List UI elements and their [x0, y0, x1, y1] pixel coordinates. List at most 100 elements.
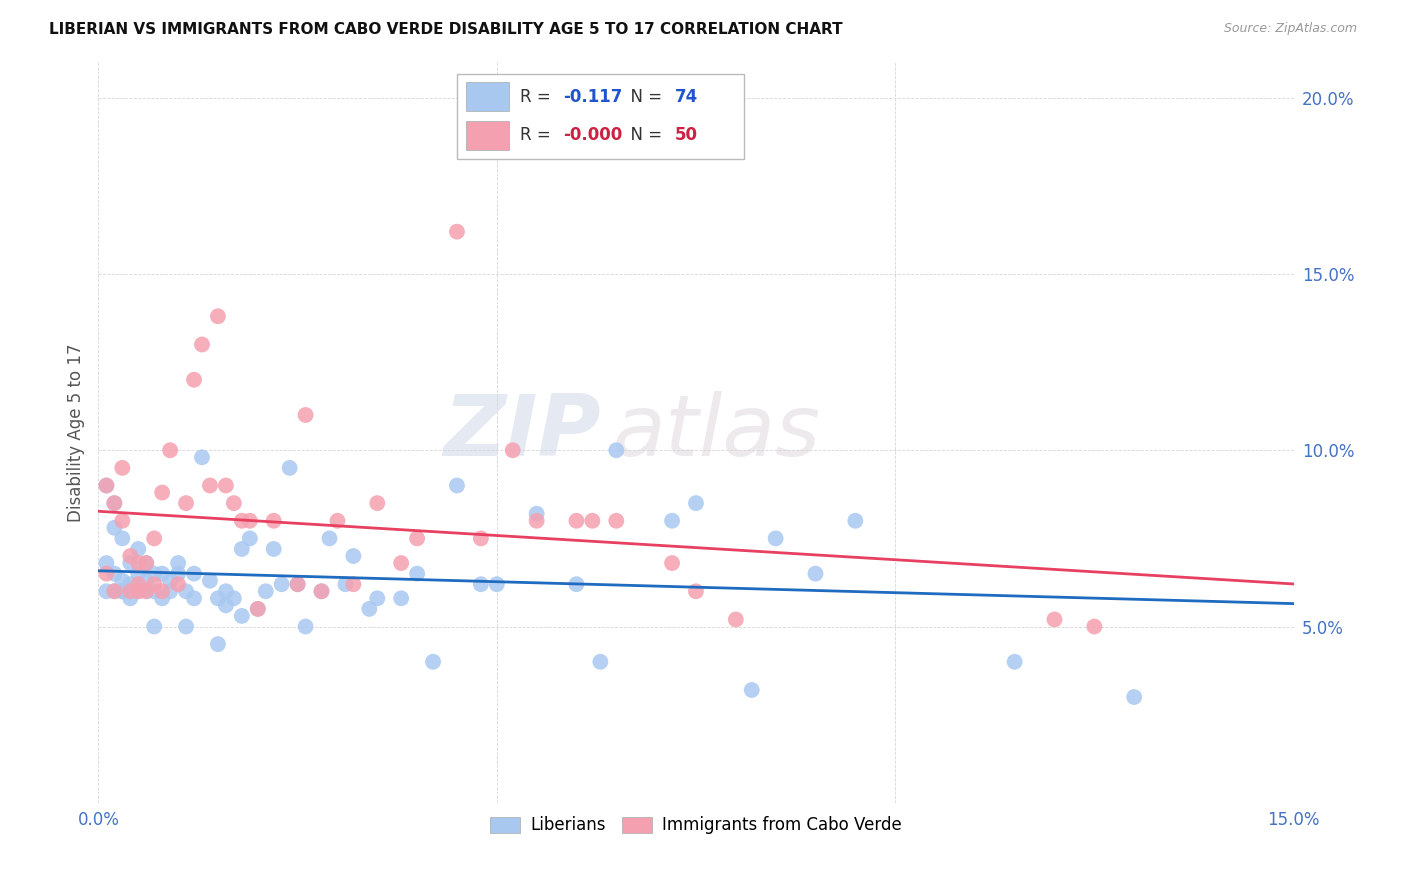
Point: [103, 584, 125, 599]
Point: [270, 577, 292, 591]
Point: [342, 549, 364, 563]
Point: [422, 655, 444, 669]
Point: [215, 584, 238, 599]
Point: [685, 584, 707, 599]
Point: [565, 577, 588, 591]
Point: [287, 577, 309, 591]
Point: [103, 521, 125, 535]
Point: [127, 584, 149, 599]
Point: [174, 584, 197, 599]
Point: [96, 556, 118, 570]
Point: [311, 584, 333, 599]
Point: [135, 556, 157, 570]
Point: [239, 514, 262, 528]
Point: [96, 584, 118, 599]
Point: [526, 514, 548, 528]
Point: [1043, 612, 1066, 626]
Point: [526, 507, 548, 521]
Point: [103, 566, 125, 581]
Point: [167, 566, 190, 581]
Point: [278, 461, 301, 475]
Point: [167, 556, 190, 570]
Point: [143, 566, 166, 581]
Point: [342, 577, 364, 591]
Point: [359, 602, 381, 616]
Point: [446, 225, 468, 239]
Point: [103, 584, 125, 599]
Point: [135, 584, 157, 599]
Point: [239, 532, 262, 546]
Point: [135, 556, 157, 570]
Point: [294, 408, 316, 422]
Point: [120, 577, 142, 591]
Point: [502, 443, 524, 458]
Point: [804, 566, 827, 581]
Point: [263, 541, 285, 556]
Text: LIBERIAN VS IMMIGRANTS FROM CABO VERDE DISABILITY AGE 5 TO 17 CORRELATION CHART: LIBERIAN VS IMMIGRANTS FROM CABO VERDE D…: [49, 22, 842, 37]
Point: [222, 496, 245, 510]
Point: [159, 584, 181, 599]
Point: [318, 532, 340, 546]
Point: [254, 584, 277, 599]
Point: [143, 577, 166, 591]
Text: ZIP: ZIP: [443, 391, 600, 475]
Point: [741, 683, 763, 698]
Point: [159, 574, 181, 588]
Point: [294, 619, 316, 633]
Point: [183, 591, 205, 606]
Point: [120, 591, 142, 606]
Point: [150, 485, 173, 500]
Point: [174, 496, 197, 510]
Point: [605, 443, 627, 458]
Y-axis label: Disability Age 5 to 17: Disability Age 5 to 17: [66, 343, 84, 522]
Point: [565, 514, 588, 528]
Point: [215, 599, 238, 613]
Point: [215, 478, 238, 492]
Point: [120, 556, 142, 570]
Point: [96, 478, 118, 492]
Point: [191, 337, 214, 351]
Point: [389, 591, 412, 606]
Point: [263, 514, 285, 528]
Point: [103, 496, 125, 510]
Point: [844, 514, 866, 528]
Point: [127, 577, 149, 591]
Point: [143, 619, 166, 633]
Point: [326, 514, 349, 528]
Point: [246, 602, 269, 616]
Point: [150, 566, 173, 581]
Point: [198, 574, 221, 588]
Point: [589, 655, 612, 669]
Point: [111, 532, 134, 546]
Point: [231, 541, 253, 556]
Point: [1083, 619, 1105, 633]
Point: [366, 496, 388, 510]
Point: [111, 584, 134, 599]
Point: [1123, 690, 1146, 704]
Point: [150, 591, 173, 606]
Point: [246, 602, 269, 616]
Point: [135, 584, 157, 599]
Point: [96, 478, 118, 492]
Point: [120, 549, 142, 563]
Point: [231, 514, 253, 528]
Point: [96, 566, 118, 581]
Point: [135, 574, 157, 588]
Point: [183, 373, 205, 387]
Point: [183, 566, 205, 581]
Point: [198, 478, 221, 492]
Point: [174, 619, 197, 633]
Point: [103, 496, 125, 510]
Point: [127, 566, 149, 581]
Point: [191, 450, 214, 465]
Point: [167, 577, 190, 591]
Point: [406, 532, 429, 546]
Point: [765, 532, 787, 546]
Point: [661, 556, 683, 570]
Point: [159, 443, 181, 458]
Point: [389, 556, 412, 570]
Point: [470, 577, 492, 591]
Point: [685, 496, 707, 510]
Point: [111, 574, 134, 588]
Point: [406, 566, 429, 581]
